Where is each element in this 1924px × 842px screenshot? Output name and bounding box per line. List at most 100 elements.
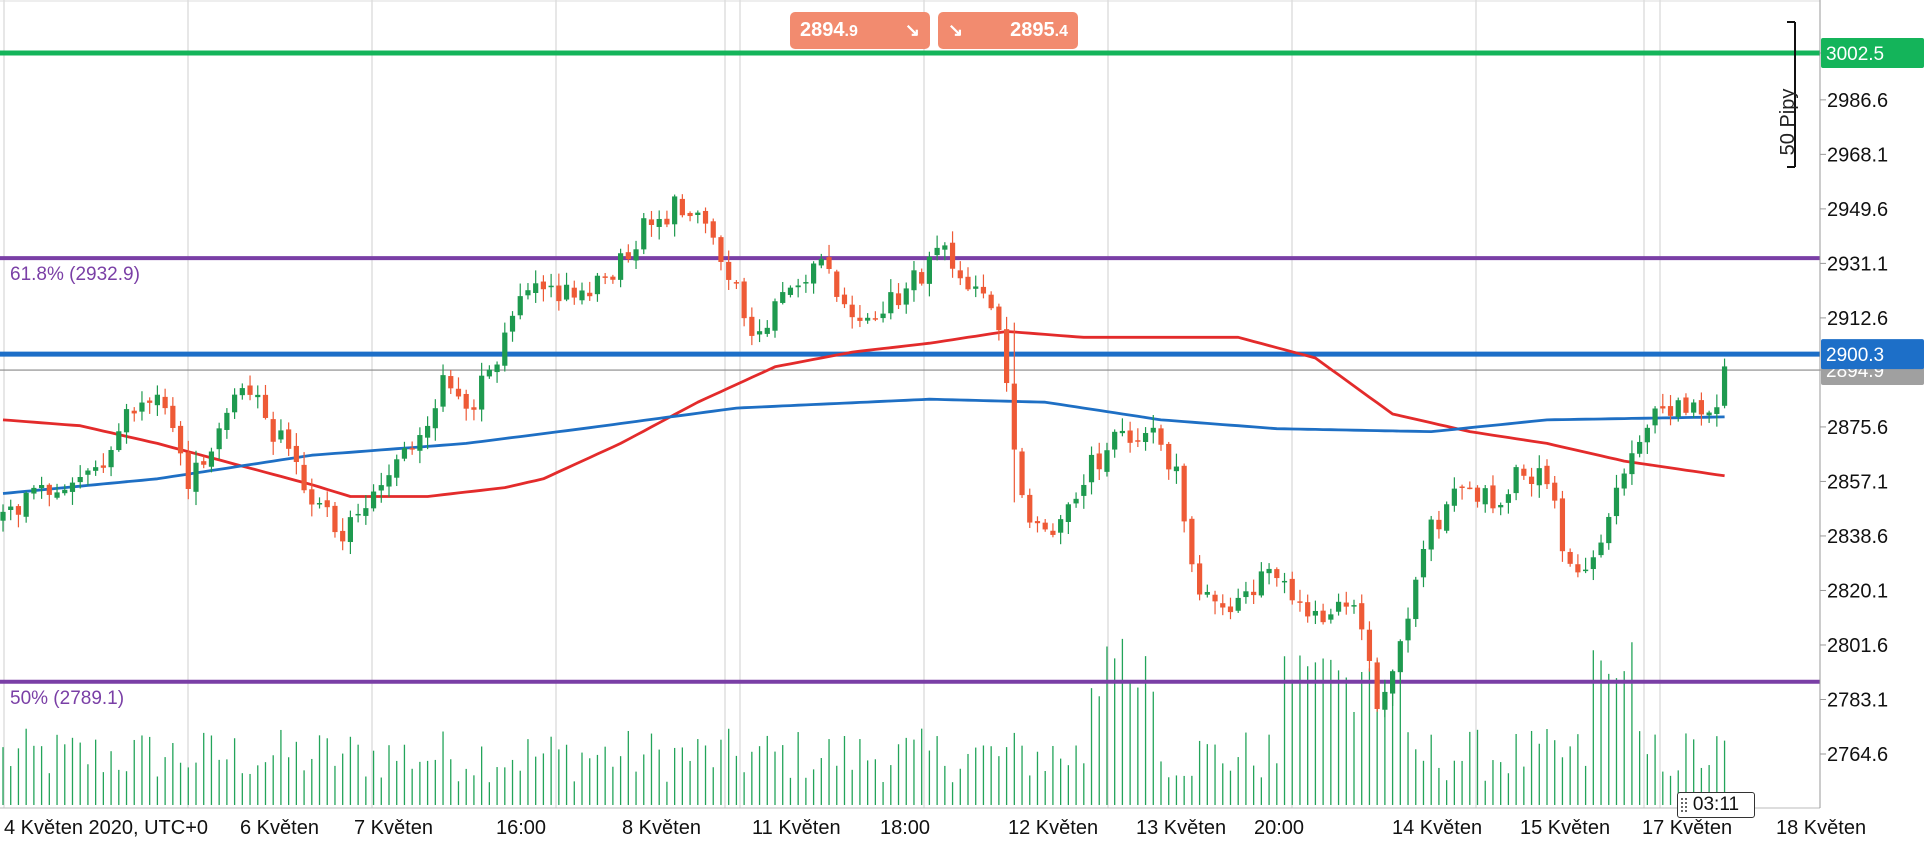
candle-body bbox=[973, 286, 979, 289]
candle-body bbox=[286, 429, 292, 449]
candle-body bbox=[432, 408, 438, 429]
candle-body bbox=[193, 462, 199, 492]
price-tick-label: 2838.6 bbox=[1827, 526, 1888, 548]
candle-body bbox=[270, 419, 276, 442]
grip-icon bbox=[1681, 798, 1687, 812]
candle-body bbox=[811, 263, 817, 284]
candle-body bbox=[1127, 430, 1133, 443]
candle-body bbox=[216, 428, 222, 450]
candle-body bbox=[1366, 629, 1373, 661]
price-tick-label: 2857.1 bbox=[1827, 471, 1888, 493]
candle-body bbox=[957, 270, 963, 279]
pip-measure-tool[interactable] bbox=[1787, 21, 1796, 168]
candle-body bbox=[1274, 569, 1280, 579]
candle-body bbox=[602, 276, 608, 278]
candle-body bbox=[1382, 691, 1388, 710]
candle-body bbox=[425, 425, 431, 438]
candle-body bbox=[31, 487, 37, 494]
candle-body bbox=[1467, 487, 1473, 490]
candle-body bbox=[1173, 466, 1180, 472]
candle-body bbox=[1528, 476, 1535, 485]
candle-body bbox=[741, 281, 747, 319]
candle-body bbox=[1042, 522, 1048, 530]
candle-body bbox=[648, 219, 655, 225]
candle-body bbox=[239, 388, 245, 396]
candle-body bbox=[502, 332, 508, 366]
candle-body bbox=[340, 530, 346, 542]
candle-body bbox=[1212, 594, 1218, 602]
sell-price-button[interactable]: 2894.9 ↘ bbox=[790, 12, 930, 49]
candle-body bbox=[363, 508, 369, 516]
candle-body bbox=[1683, 397, 1689, 413]
candle-countdown: 03:11 bbox=[1677, 792, 1755, 818]
candle-body bbox=[1181, 465, 1187, 522]
candle-body bbox=[656, 218, 662, 227]
candle-body bbox=[664, 218, 670, 225]
candle-body bbox=[988, 294, 994, 309]
candle-body bbox=[417, 435, 423, 451]
candle-body bbox=[556, 285, 562, 302]
candle-body bbox=[1359, 603, 1365, 630]
candle-body bbox=[1413, 579, 1419, 620]
candle-body bbox=[378, 485, 384, 491]
sell-price-decimal: .9 bbox=[844, 23, 858, 40]
candle-body bbox=[517, 296, 523, 316]
candle-body bbox=[224, 412, 230, 430]
candle-body bbox=[1227, 606, 1234, 613]
candle-body bbox=[77, 477, 83, 483]
price-tag-label-resistance: 3002.5 bbox=[1826, 44, 1884, 65]
candle-body bbox=[1081, 484, 1087, 496]
candle-body bbox=[1567, 551, 1573, 564]
candle-body bbox=[1598, 542, 1604, 556]
price-tick-label: 2875.6 bbox=[1827, 417, 1888, 439]
candle-body bbox=[1482, 488, 1488, 505]
buy-price-button[interactable]: ↘ 2895.4 bbox=[938, 12, 1078, 49]
time-label: 20:00 bbox=[1254, 817, 1304, 839]
candle-body bbox=[1119, 430, 1125, 434]
candle-body bbox=[1420, 549, 1427, 578]
candle-body bbox=[1698, 400, 1704, 415]
candle-body bbox=[1104, 450, 1110, 472]
candle-body bbox=[370, 491, 377, 509]
candle-body bbox=[448, 376, 454, 389]
candle-body bbox=[23, 492, 29, 517]
candle-body bbox=[1142, 433, 1149, 442]
candle-body bbox=[1474, 487, 1481, 502]
candle-body bbox=[332, 505, 338, 533]
candle-body bbox=[942, 245, 948, 250]
candle-body bbox=[1706, 412, 1712, 416]
time-label: 11 Květen bbox=[752, 817, 841, 839]
candle-body bbox=[1073, 498, 1079, 504]
moving-average-red bbox=[2, 330, 1725, 498]
candle-body bbox=[394, 459, 400, 478]
candle-body bbox=[1575, 564, 1581, 573]
candle-body bbox=[934, 247, 940, 256]
candle-body bbox=[926, 256, 932, 284]
time-axis[interactable]: 4 Květen 2020, UTC+0 6 Květen 7 Květen 16:0… bbox=[4, 817, 1866, 839]
candle-body bbox=[509, 315, 516, 332]
candle-body bbox=[1536, 468, 1542, 486]
candle-body bbox=[1490, 485, 1496, 509]
candle-body bbox=[780, 292, 786, 303]
time-label: 18:00 bbox=[880, 817, 930, 839]
candle-body bbox=[1606, 516, 1612, 544]
time-label: 15 Květen bbox=[1520, 817, 1610, 839]
candle-body bbox=[1266, 568, 1272, 574]
candle-body bbox=[46, 484, 52, 495]
horizontal-lines[interactable]: 61.8% (2932.9) 50% (2789.1) bbox=[0, 50, 1820, 709]
candle-body bbox=[440, 375, 446, 407]
candle-body bbox=[463, 393, 469, 409]
candle-body bbox=[1459, 486, 1465, 488]
candle-body bbox=[787, 287, 794, 295]
time-label: 7 Květen bbox=[354, 817, 433, 839]
candle-body bbox=[409, 448, 415, 450]
price-axis[interactable]: 2764.6 2783.1 2801.6 2820.1 2838.6 2857.1 2875… bbox=[1819, 0, 1924, 808]
candle-body bbox=[131, 410, 137, 414]
candle-body bbox=[278, 430, 284, 440]
candle-body bbox=[633, 249, 639, 261]
time-label: 18 Květen bbox=[1776, 817, 1866, 839]
price-tag-support bbox=[1821, 339, 1924, 370]
candle-body bbox=[980, 286, 987, 294]
